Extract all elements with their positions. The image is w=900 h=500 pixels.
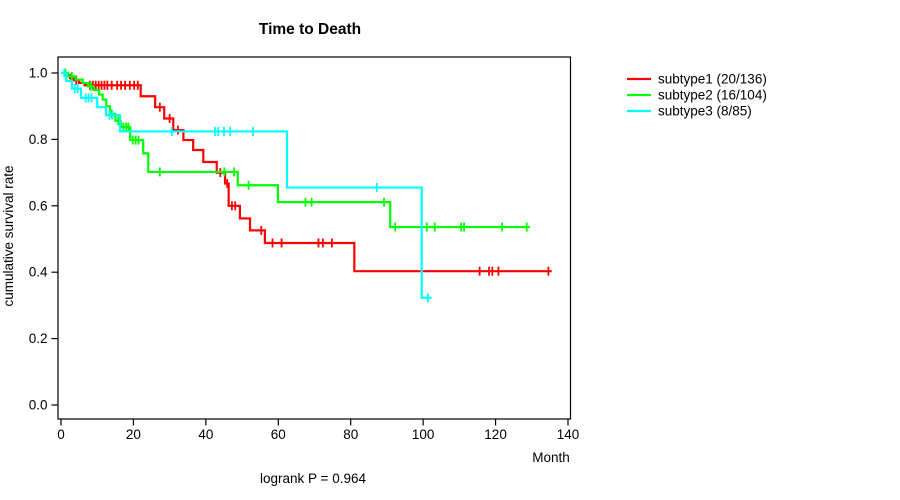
x-tick-label: 100: [412, 427, 435, 442]
x-tick-label: 60: [271, 427, 286, 442]
logrank-p-value: logrank P = 0.964: [260, 471, 366, 486]
y-tick-label: 0.6: [29, 198, 48, 213]
y-tick-label: 1.0: [29, 66, 48, 81]
x-tick-label: 140: [557, 427, 580, 442]
x-axis-label: Month: [532, 450, 570, 465]
y-axis: 1.0 0.8 0.6 0.4 0.2 0.0: [29, 66, 58, 413]
x-tick-label: 120: [484, 427, 507, 442]
y-tick-label: 0.4: [29, 265, 48, 280]
survival-curve-subtype2: [61, 71, 530, 229]
legend-label: subtype3 (8/85): [658, 104, 752, 119]
survival-curve-subtype3: [61, 71, 432, 299]
y-tick-label: 0.0: [29, 398, 48, 413]
x-tick-label: 20: [126, 427, 141, 442]
x-tick-label: 40: [198, 427, 213, 442]
y-tick-label: 0.2: [29, 331, 48, 346]
chart-title: Time to Death: [259, 21, 361, 38]
survival-curves: [61, 68, 552, 303]
x-axis: 0 20 40 60 80 100 120 140: [57, 419, 579, 442]
legend-item-subtype2: subtype2 (16/104): [627, 88, 767, 103]
legend-label: subtype1 (20/136): [658, 72, 767, 87]
y-tick-label: 0.8: [29, 132, 48, 147]
censor-marks-subtype3: [63, 68, 429, 303]
plot-box: [57, 56, 572, 420]
legend-item-subtype1: subtype1 (20/136): [627, 72, 767, 87]
legend-item-subtype3: subtype3 (8/85): [627, 104, 752, 119]
legend-label: subtype2 (16/104): [658, 88, 767, 103]
legend: subtype1 (20/136)subtype2 (16/104)subtyp…: [627, 72, 767, 119]
x-tick-label: 80: [343, 427, 358, 442]
y-axis-label: cumulative survival rate: [1, 165, 16, 306]
x-tick-label: 0: [57, 427, 65, 442]
